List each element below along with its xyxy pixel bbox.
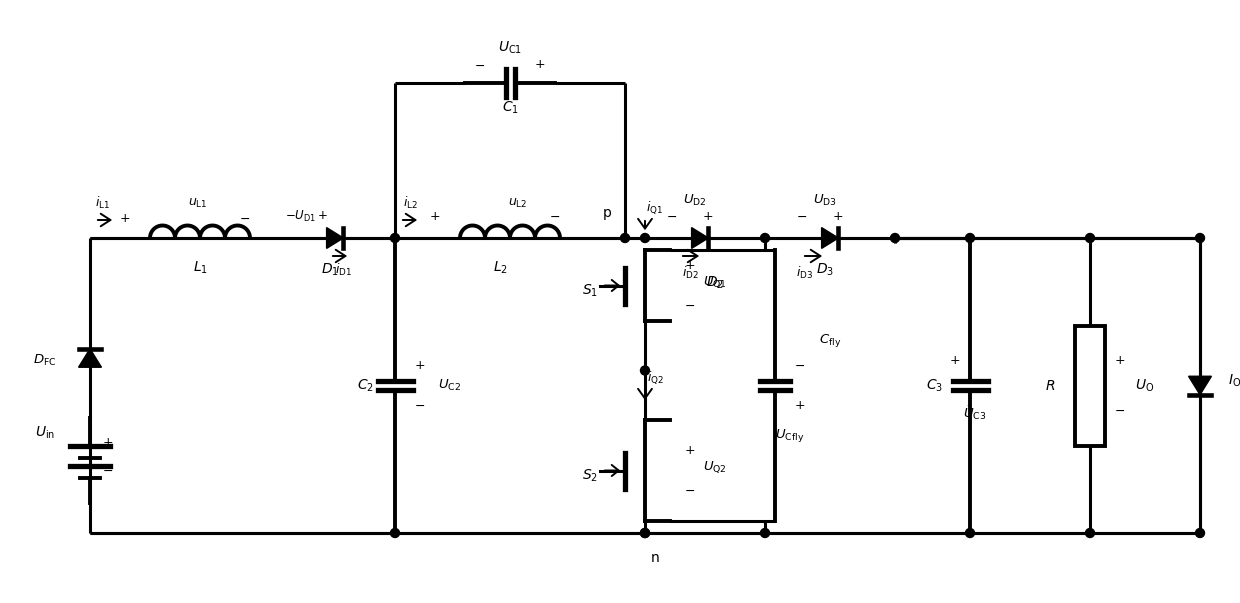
Text: $+$: $+$ <box>429 209 440 223</box>
Text: $+$: $+$ <box>684 444 696 457</box>
Circle shape <box>890 233 899 242</box>
Text: $+$: $+$ <box>832 209 843 223</box>
Text: $u_{\rm L1}$: $u_{\rm L1}$ <box>188 197 208 210</box>
Text: $U_{\rm Q2}$: $U_{\rm Q2}$ <box>703 459 727 475</box>
Text: $U_{\rm D2}$: $U_{\rm D2}$ <box>683 192 707 207</box>
Circle shape <box>391 233 399 242</box>
Text: $+$: $+$ <box>795 399 806 412</box>
Text: $D_3$: $D_3$ <box>816 262 835 278</box>
Text: $I_{\rm O}$: $I_{\rm O}$ <box>1229 372 1240 389</box>
Text: $D_1$: $D_1$ <box>321 262 339 278</box>
Text: $+$: $+$ <box>950 354 961 367</box>
Text: $+$: $+$ <box>702 209 714 223</box>
Text: $+$: $+$ <box>103 435 114 449</box>
Circle shape <box>966 528 975 537</box>
Text: $i_{\rm D2}$: $i_{\rm D2}$ <box>682 265 698 281</box>
Text: $+$: $+$ <box>119 212 130 224</box>
Text: $U_{\rm Q1}$: $U_{\rm Q1}$ <box>703 274 727 291</box>
Text: $S_1$: $S_1$ <box>582 282 598 298</box>
Text: $+$: $+$ <box>414 359 425 372</box>
Text: $-$: $-$ <box>549 209 560 223</box>
Text: $C_2$: $C_2$ <box>357 377 373 394</box>
Text: $U_{\rm in}$: $U_{\rm in}$ <box>35 425 55 441</box>
Text: $L_1$: $L_1$ <box>192 260 207 276</box>
Text: $U_{\rm C2}$: $U_{\rm C2}$ <box>439 378 461 393</box>
Circle shape <box>966 233 975 242</box>
Text: $R$: $R$ <box>1045 379 1055 393</box>
Text: $-$: $-$ <box>414 399 425 412</box>
Circle shape <box>1195 233 1204 242</box>
Circle shape <box>760 233 770 242</box>
Text: $i_{\rm Q1}$: $i_{\rm Q1}$ <box>646 200 663 216</box>
Text: $i_{\rm L2}$: $i_{\rm L2}$ <box>403 195 418 211</box>
Text: p: p <box>603 206 611 220</box>
Text: $C_1$: $C_1$ <box>501 100 518 116</box>
Circle shape <box>1085 528 1095 537</box>
Polygon shape <box>822 227 838 248</box>
Text: $U_{\rm D3}$: $U_{\rm D3}$ <box>813 192 837 207</box>
FancyBboxPatch shape <box>1075 326 1105 446</box>
Text: $-$: $-$ <box>684 299 696 312</box>
Circle shape <box>1085 233 1095 242</box>
Polygon shape <box>326 227 343 248</box>
Polygon shape <box>1189 376 1211 395</box>
Text: $U_{\rm Cfly}$: $U_{\rm Cfly}$ <box>775 427 805 444</box>
Circle shape <box>641 233 650 242</box>
Text: $-$: $-$ <box>796 209 807 223</box>
Text: $-$: $-$ <box>239 212 250 224</box>
Circle shape <box>641 366 650 375</box>
Polygon shape <box>692 227 708 248</box>
Circle shape <box>620 233 630 242</box>
Text: $L_2$: $L_2$ <box>492 260 507 276</box>
Text: $+$: $+$ <box>534 58 546 72</box>
Text: $D_2$: $D_2$ <box>706 275 724 291</box>
Text: $+$: $+$ <box>1115 354 1126 367</box>
Text: $C_{\rm fly}$: $C_{\rm fly}$ <box>818 332 841 349</box>
Text: $u_{\rm L2}$: $u_{\rm L2}$ <box>508 197 528 210</box>
Text: n: n <box>651 551 660 565</box>
Text: $\bar{U}_{\rm C3}$: $\bar{U}_{\rm C3}$ <box>963 405 987 422</box>
Text: $D_{\rm FC}$: $D_{\rm FC}$ <box>33 352 57 368</box>
Text: $-$: $-$ <box>103 464 114 476</box>
Text: $-$: $-$ <box>795 359 806 372</box>
Text: $C_3$: $C_3$ <box>926 377 944 394</box>
Circle shape <box>641 528 650 537</box>
Text: $i_{\rm D1}$: $i_{\rm D1}$ <box>335 262 351 278</box>
Text: $i_{\rm Q2}$: $i_{\rm Q2}$ <box>646 370 663 387</box>
Text: $-$: $-$ <box>684 484 696 497</box>
Circle shape <box>391 528 399 537</box>
Text: $-$: $-$ <box>1115 404 1126 417</box>
Text: $-$: $-$ <box>666 209 677 223</box>
Text: $S_2$: $S_2$ <box>582 467 598 484</box>
Text: $-$: $-$ <box>475 58 486 72</box>
Circle shape <box>641 528 650 537</box>
Text: $i_{\rm L1}$: $i_{\rm L1}$ <box>95 195 110 211</box>
Text: $U_{\rm C1}$: $U_{\rm C1}$ <box>498 40 522 56</box>
Text: $i_{\rm D3}$: $i_{\rm D3}$ <box>796 265 813 281</box>
Polygon shape <box>78 349 102 367</box>
Text: $-U_{\rm D1}+$: $-U_{\rm D1}+$ <box>285 209 329 224</box>
Circle shape <box>1195 528 1204 537</box>
Text: $U_{\rm O}$: $U_{\rm O}$ <box>1136 377 1154 394</box>
Circle shape <box>760 528 770 537</box>
Text: $+$: $+$ <box>684 259 696 272</box>
